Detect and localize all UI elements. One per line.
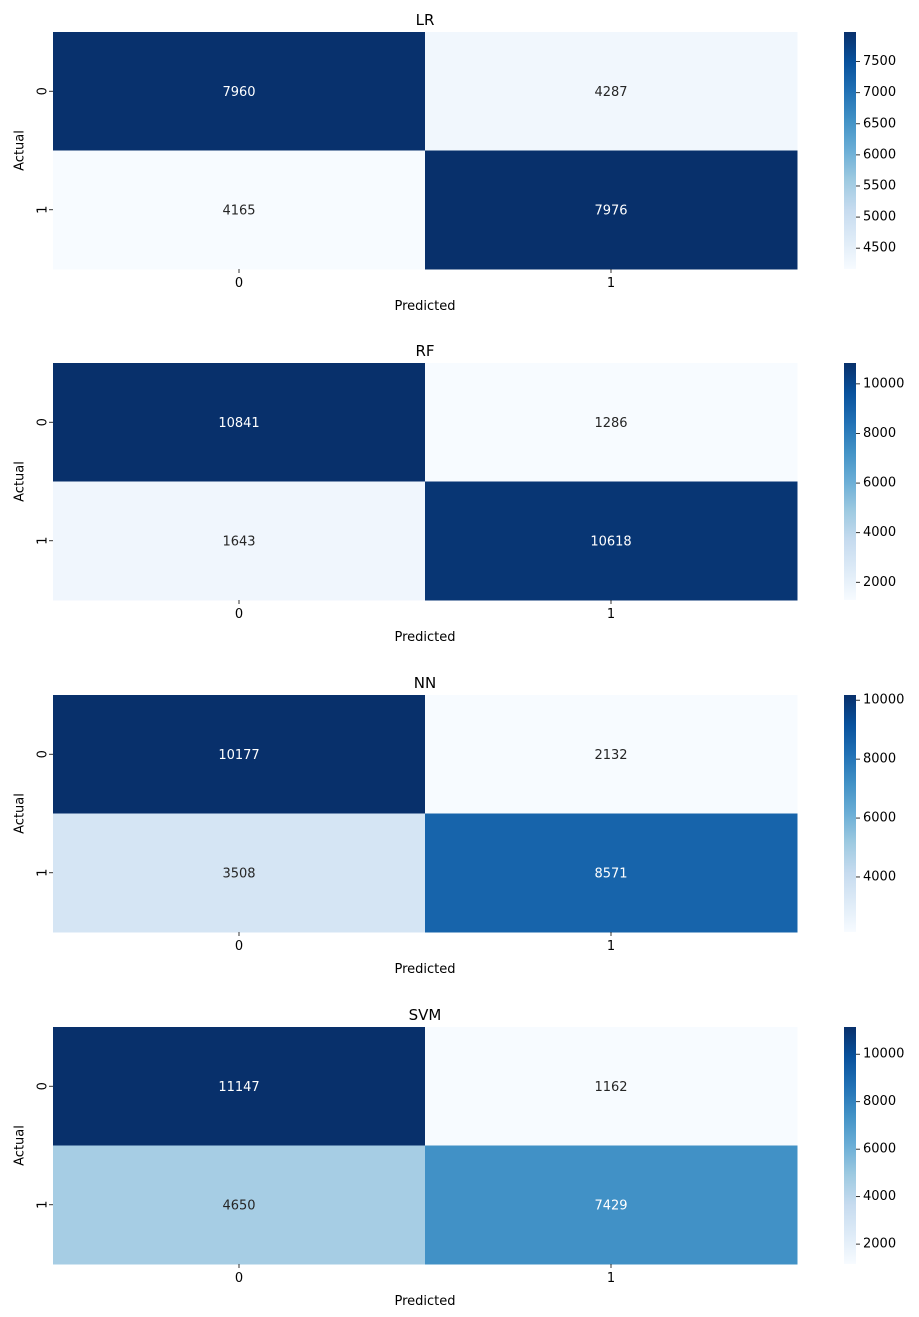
colorbar-tick-label: 10000 — [863, 1047, 904, 1062]
chart-title: RF — [415, 342, 434, 360]
x-tick-label: 0 — [235, 276, 243, 291]
colorbar-tick-label: 6000 — [863, 147, 896, 162]
cell-value-label: 1162 — [594, 1080, 627, 1095]
heatmap-cell — [53, 32, 426, 151]
heatmap-cell — [53, 813, 426, 933]
cell-value-label: 7976 — [594, 203, 627, 218]
heatmap-cell — [53, 481, 426, 601]
cell-value-label: 7429 — [594, 1198, 627, 1213]
colorbar-tick-label: 4500 — [863, 241, 896, 256]
colorbar-tick-label: 4000 — [863, 869, 896, 884]
cell-value-label: 10618 — [590, 534, 631, 549]
colorbar-tick-label: 6500 — [863, 116, 896, 131]
heatmap-cell — [425, 363, 798, 482]
chart-title: NN — [414, 674, 436, 692]
colorbar-tick-label: 8000 — [863, 1094, 896, 1109]
cell-value-label: 2132 — [594, 748, 627, 763]
cell-value-label: 1286 — [594, 416, 627, 431]
y-tick-label: 1 — [36, 1201, 51, 1209]
colorbar-tick-label: 4000 — [863, 525, 896, 540]
y-axis-label: Actual — [13, 793, 28, 834]
cell-value-label: 3508 — [222, 866, 255, 881]
x-tick-label: 0 — [235, 1271, 243, 1286]
heatmap-cell — [53, 150, 426, 270]
cell-value-label: 10177 — [218, 748, 259, 763]
colorbar-tick-label: 4000 — [863, 1189, 896, 1204]
cell-value-label: 10841 — [218, 416, 259, 431]
y-axis-label: Actual — [13, 461, 28, 502]
heatmap-cell — [53, 695, 426, 814]
y-tick-label: 0 — [36, 418, 51, 426]
chart-title: LR — [416, 11, 435, 29]
y-axis-label: Actual — [13, 130, 28, 171]
heatmap-cell — [53, 1145, 426, 1265]
x-axis-label: Predicted — [394, 962, 455, 977]
cell-value-label: 7960 — [222, 85, 255, 100]
heatmap-cell — [425, 813, 798, 933]
heatmap-cell — [425, 32, 798, 151]
cell-value-label: 4287 — [594, 85, 627, 100]
x-tick-label: 1 — [607, 276, 615, 291]
y-axis-label: Actual — [13, 1125, 28, 1166]
colorbar-tick-label: 5500 — [863, 178, 896, 193]
heatmap-cell — [53, 1027, 426, 1146]
colorbar-tick-label: 6000 — [863, 1142, 896, 1157]
heatmap-panel-svm: SVM 11147 1162 4650 7429 0 1 Predicted 0 1 Actual 2… — [13, 1006, 905, 1309]
y-tick-label: 1 — [36, 869, 51, 877]
heatmap-cell — [425, 695, 798, 814]
y-tick-label: 1 — [36, 537, 51, 545]
y-tick-label: 0 — [36, 750, 51, 758]
y-tick-label: 0 — [36, 1082, 51, 1090]
colorbar: 4000 6000 8000 10000 — [844, 693, 904, 932]
colorbar-tick-label: 2000 — [863, 575, 896, 590]
x-axis-label: Predicted — [394, 299, 455, 314]
x-tick-label: 0 — [235, 607, 243, 622]
x-tick-label: 1 — [607, 1271, 615, 1286]
colorbar-tick-label: 2000 — [863, 1237, 896, 1252]
heatmap-cell — [425, 150, 798, 270]
heatmap-cell — [53, 363, 426, 482]
heatmap-panel-lr: LR 7960 4287 4165 7976 0 1 Predicted 0 1 Actual 450… — [13, 11, 897, 314]
chart-title: SVM — [409, 1006, 442, 1024]
cell-value-label: 4650 — [222, 1198, 255, 1213]
colorbar-tick-label: 8000 — [863, 426, 896, 441]
y-tick-label: 0 — [36, 87, 51, 95]
colorbar-gradient — [844, 363, 856, 600]
x-tick-label: 0 — [235, 939, 243, 954]
heatmap-panel-nn: NN 10177 2132 3508 8571 0 1 Predicted 0 1 Actual 40… — [13, 674, 905, 977]
colorbar-tick-label: 7500 — [863, 54, 896, 69]
heatmap-panel-rf: RF 10841 1286 1643 10618 0 1 Predicted 0 1 Actual 2… — [13, 342, 905, 645]
x-axis-label: Predicted — [394, 630, 455, 645]
colorbar-tick-label: 10000 — [863, 376, 904, 391]
colorbar: 2000 4000 6000 8000 10000 — [844, 363, 904, 600]
colorbar: 2000 4000 6000 8000 10000 — [844, 1027, 904, 1264]
colorbar-tick-label: 5000 — [863, 210, 896, 225]
colorbar-tick-label: 6000 — [863, 811, 896, 826]
heatmap-cell — [425, 1145, 798, 1265]
colorbar-tick-label: 10000 — [863, 693, 904, 708]
x-tick-label: 1 — [607, 939, 615, 954]
x-axis-label: Predicted — [394, 1294, 455, 1309]
cell-value-label: 1643 — [222, 534, 255, 549]
colorbar-gradient — [844, 32, 856, 269]
heatmap-cell — [425, 481, 798, 601]
colorbar-tick-label: 8000 — [863, 752, 896, 767]
colorbar: 4500 5000 5500 6000 6500 7000 7500 — [844, 32, 896, 269]
cell-value-label: 8571 — [594, 866, 627, 881]
x-tick-label: 1 — [607, 607, 615, 622]
colorbar-tick-label: 6000 — [863, 476, 896, 491]
colorbar-gradient — [844, 1027, 856, 1264]
colorbar-tick-label: 7000 — [863, 85, 896, 100]
colorbar-gradient — [844, 695, 856, 932]
cell-value-label: 4165 — [222, 203, 255, 218]
cell-value-label: 11147 — [218, 1080, 259, 1095]
y-tick-label: 1 — [36, 206, 51, 214]
heatmap-cell — [425, 1027, 798, 1146]
